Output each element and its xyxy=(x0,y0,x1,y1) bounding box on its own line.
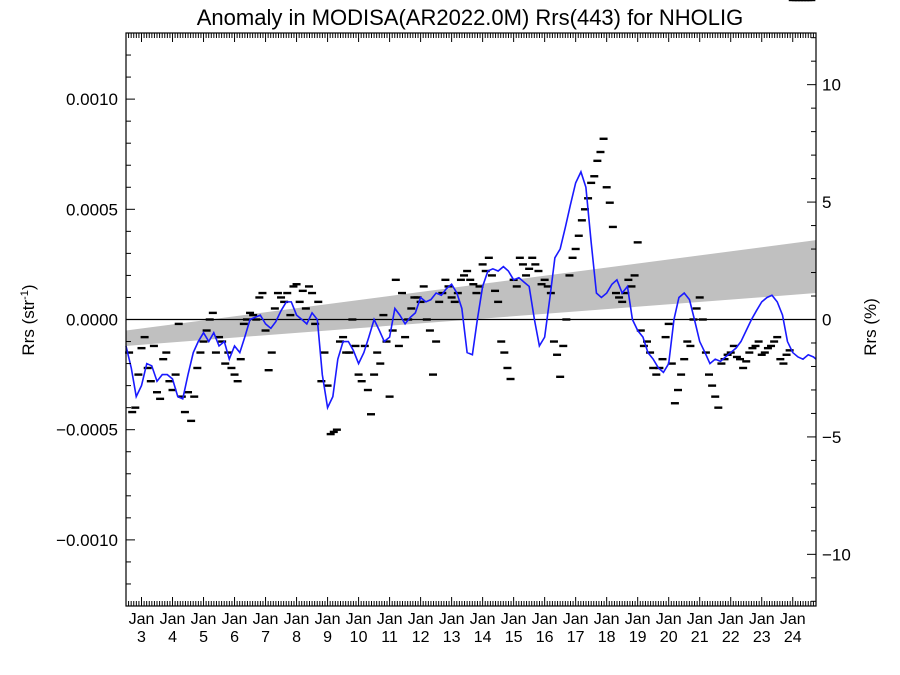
x-tick-label-month: Jan xyxy=(687,611,713,628)
x-tick-label-month: Jan xyxy=(656,611,682,628)
x-tick-label-year: 5 xyxy=(199,629,208,646)
x-tick-label-month: Jan xyxy=(780,611,806,628)
x-tick-label-month: Jan xyxy=(284,611,310,628)
x-tick-label-year: 17 xyxy=(567,629,585,646)
y-tick-label-right: −5 xyxy=(822,428,841,447)
x-tick-label-year: 18 xyxy=(598,629,616,646)
chart-title: Anomaly in MODISA(AR2022.0M) Rrs(443) fo… xyxy=(197,5,744,30)
x-tick-label-month: Jan xyxy=(501,611,527,628)
x-tick-label-month: Jan xyxy=(749,611,775,628)
x-tick-label-year: 14 xyxy=(474,629,492,646)
x-tick-label-year: 10 xyxy=(350,629,368,646)
y-tick-label-right: 5 xyxy=(822,193,831,212)
y-axis-label-sup: -1 xyxy=(19,290,31,300)
y-axis-label-close: ) xyxy=(19,284,38,290)
x-tick-label-month: Jan xyxy=(160,611,186,628)
y-tick-label-left: −0.0010 xyxy=(56,531,118,550)
trend-band xyxy=(126,240,816,346)
x-tick-label-month: Jan xyxy=(470,611,496,628)
x-tick-label-year: 7 xyxy=(261,629,270,646)
x-tick-label-month: Jan xyxy=(563,611,589,628)
x-tick-label-month: Jan xyxy=(222,611,248,628)
y-axis-right: 10 5 0 −5 −10 xyxy=(807,37,851,602)
x-tick-label-month: Jan xyxy=(346,611,372,628)
x-tick-label-year: 13 xyxy=(443,629,461,646)
x-tick-label-year: 21 xyxy=(691,629,709,646)
x-tick-label-year: 9 xyxy=(323,629,332,646)
y-tick-label-right: 10 xyxy=(822,76,841,95)
x-tick-label-year: 24 xyxy=(784,629,802,646)
x-tick-label-year: 15 xyxy=(505,629,523,646)
y-tick-label-left: 0.0000 xyxy=(66,311,118,330)
y-axis-label-main: Rrs (str xyxy=(19,300,38,356)
x-tick-label-month: Jan xyxy=(625,611,651,628)
x-tick-label-year: 8 xyxy=(292,629,301,646)
x-tick-label-year: 12 xyxy=(412,629,430,646)
y-tick-label-left: −0.0005 xyxy=(56,421,118,440)
y-tick-label-right: 0 xyxy=(822,311,831,330)
x-tick-label-year: 3 xyxy=(137,629,146,646)
x-tick-label-year: 16 xyxy=(536,629,554,646)
y-tick-label-right: −10 xyxy=(822,545,851,564)
x-tick-label-year: 6 xyxy=(230,629,239,646)
x-tick-label-month: Jan xyxy=(377,611,403,628)
x-tick-label-month: Jan xyxy=(191,611,217,628)
x-tick-label-month: Jan xyxy=(439,611,465,628)
x-tick-label-month: Jan xyxy=(532,611,558,628)
monthly-points xyxy=(125,0,816,436)
x-axis: Jan3Jan4Jan5Jan6Jan7Jan8Jan9Jan10Jan11Ja… xyxy=(125,33,817,646)
x-tick-label-year: 11 xyxy=(381,629,398,646)
y-axis-label-right: Rrs (%) xyxy=(861,298,880,356)
x-tick-label-year: 23 xyxy=(753,629,771,646)
x-tick-label-year: 22 xyxy=(722,629,740,646)
y-axis-label-left: Rrs (str-1) xyxy=(19,284,38,355)
y-tick-label-left: 0.0005 xyxy=(66,200,118,219)
x-tick-label-month: Jan xyxy=(315,611,341,628)
y-tick-label-left: 0.0010 xyxy=(66,90,118,109)
x-tick-label-year: 20 xyxy=(660,629,678,646)
y-axis-left: 0.0010 0.0005 0.0000 −0.0005 −0.0010 xyxy=(56,54,135,585)
x-tick-label-month: Jan xyxy=(129,611,155,628)
x-tick-label-month: Jan xyxy=(253,611,279,628)
trend-band-group xyxy=(126,240,816,346)
x-tick-label-year: 19 xyxy=(629,629,647,646)
x-tick-label-month: Jan xyxy=(718,611,744,628)
x-tick-label-month: Jan xyxy=(408,611,434,628)
smoothed-line xyxy=(125,169,817,411)
x-tick-label-month: Jan xyxy=(594,611,620,628)
x-tick-label-year: 4 xyxy=(168,629,177,646)
